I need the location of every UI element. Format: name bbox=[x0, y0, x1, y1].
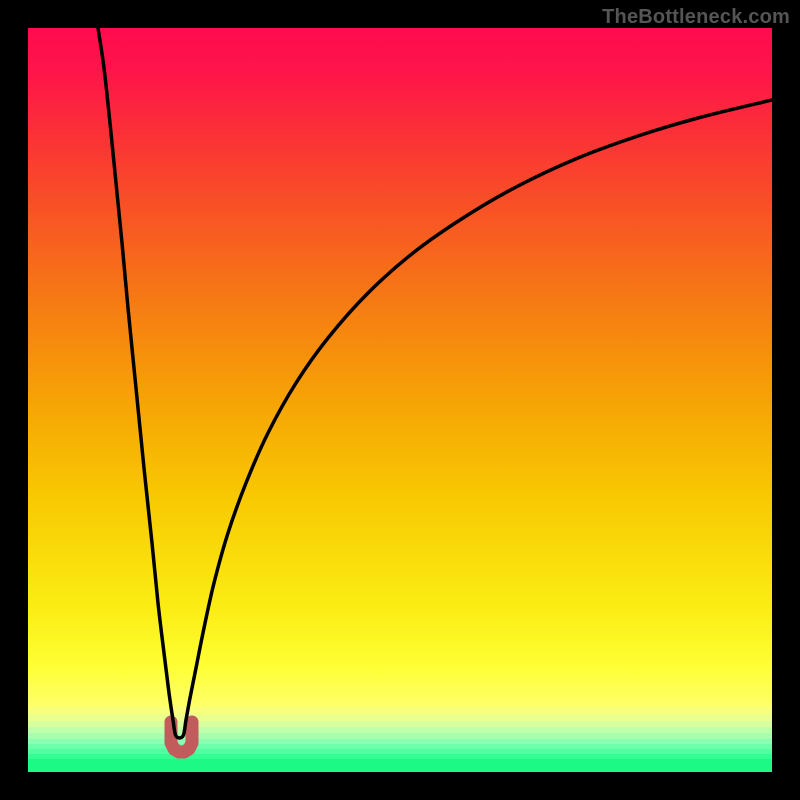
green-band-region bbox=[28, 28, 772, 772]
chart-frame bbox=[0, 0, 800, 800]
plot-area bbox=[28, 28, 772, 772]
color-band bbox=[28, 759, 772, 772]
watermark-text: TheBottleneck.com bbox=[602, 6, 790, 29]
chart-container: TheBottleneck.com bbox=[0, 0, 800, 800]
